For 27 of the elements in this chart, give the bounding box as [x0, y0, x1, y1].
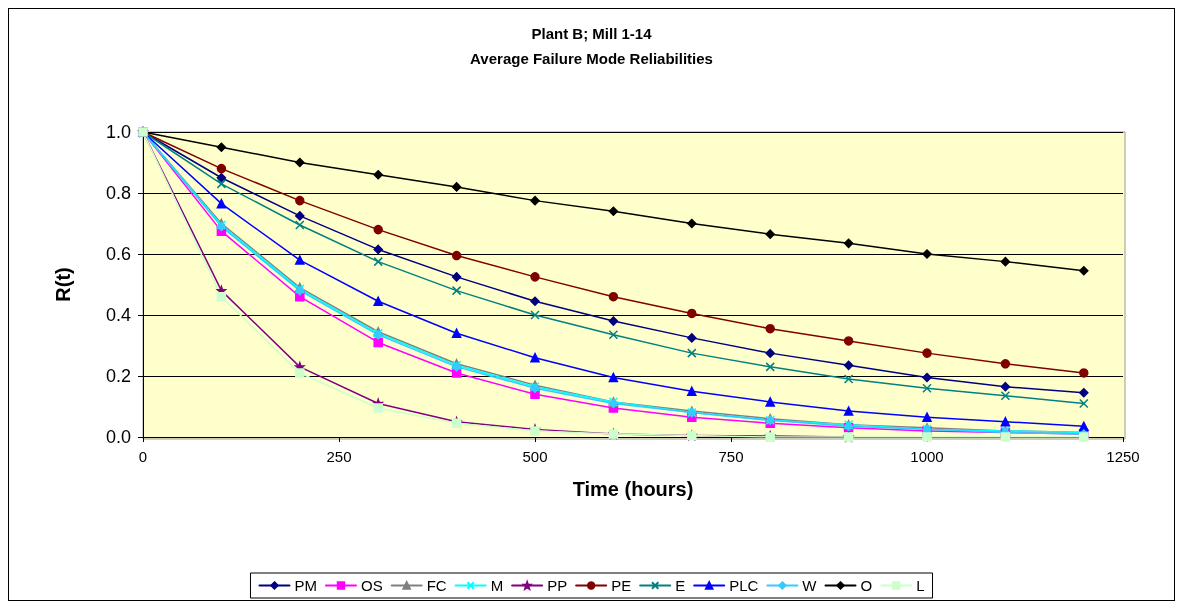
legend-label: E — [675, 577, 686, 594]
legend-label: O — [860, 577, 873, 594]
chart-subtitle: Average Failure Mode Reliabilities — [470, 50, 713, 67]
legend-label: PM — [294, 577, 317, 594]
legend-label: FC — [426, 577, 447, 594]
legend-label: M — [490, 577, 504, 594]
x-tick-label: 1000 — [910, 448, 944, 465]
y-tick-label: 0.2 — [105, 366, 131, 386]
x-axis-title: Time (hours) — [572, 478, 694, 500]
x-tick-label: 500 — [522, 448, 548, 465]
y-tick-label: 1.0 — [105, 122, 131, 142]
y-axis-title: R(t) — [52, 267, 74, 302]
legend-label: PP — [547, 577, 568, 594]
x-tick-label: 750 — [718, 448, 744, 465]
legend-label: OS — [360, 577, 383, 594]
y-tick-label: 0.8 — [105, 183, 131, 203]
x-tick-label: 250 — [326, 448, 352, 465]
y-tick-label: 0.4 — [105, 305, 131, 325]
y-tick-label: 0.6 — [105, 244, 131, 264]
chart-title: Plant B; Mill 1-14 — [531, 25, 653, 42]
x-tick-label: 0 — [138, 448, 148, 465]
legend-label: L — [916, 577, 925, 594]
y-tick-label: 0.0 — [105, 427, 131, 447]
legend-label: W — [802, 577, 818, 594]
legend-label: PLC — [729, 577, 759, 594]
x-tick-label: 1250 — [1106, 448, 1140, 465]
legend-label: PE — [611, 577, 632, 594]
